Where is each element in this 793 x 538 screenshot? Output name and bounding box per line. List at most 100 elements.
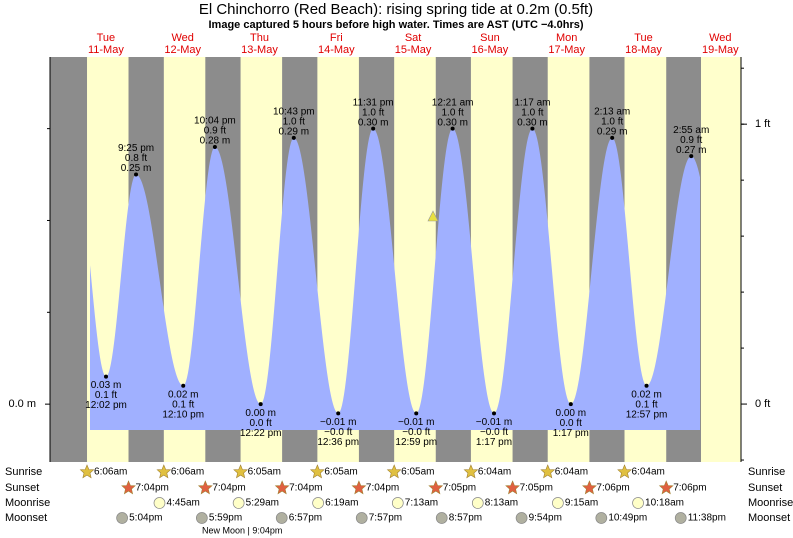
date-label: 11-May (88, 44, 124, 56)
row-time: 9:15am (565, 498, 598, 509)
moonrise-icon (312, 497, 324, 509)
row-time: 10:49pm (608, 513, 647, 524)
tide-point (450, 126, 455, 131)
chart-subtitle: Image captured 5 hours before high water… (208, 19, 583, 31)
tide-label: 0.00 m (556, 408, 587, 419)
row-time: 7:06pm (596, 483, 629, 494)
sunset-icon (428, 480, 444, 495)
tide-point (414, 411, 419, 416)
sunrise-icon (156, 464, 172, 479)
tide-label: 0.28 m (200, 136, 231, 147)
tide-label: 0.30 m (437, 117, 468, 128)
tide-label: 10:43 pm (273, 106, 315, 117)
row-label-left: Moonrise (5, 497, 50, 509)
row-time: 6:05am (401, 467, 434, 478)
weekday-label: Thu (250, 32, 269, 44)
moonrise-icon (391, 497, 404, 509)
moonrise-icon (153, 497, 166, 509)
tide-label: 2:13 am (594, 106, 630, 117)
moonrise-icon (632, 497, 644, 509)
row-label-right: Moonrise (748, 497, 793, 509)
tide-point (492, 411, 497, 416)
sunset-icon (197, 480, 213, 495)
row-time: 5:29am (246, 498, 279, 509)
row-time: 6:04am (632, 467, 665, 478)
moonset-icon (275, 512, 288, 524)
tide-label: 9:25 pm (118, 143, 154, 154)
chart-title: El Chinchorro (Red Beach): rising spring… (199, 1, 593, 18)
tide-point (689, 154, 694, 159)
tide-label: 1.0 ft (362, 107, 384, 118)
sunset-icon (658, 480, 674, 495)
tide-label: −0.01 m (398, 417, 434, 428)
row-time: 7:04pm (212, 483, 245, 494)
tide-point (134, 172, 139, 177)
row-time: 7:04pm (366, 483, 399, 494)
row-time: 8:13am (485, 498, 518, 509)
tide-point (212, 145, 217, 149)
row-time: 11:38pm (688, 513, 726, 524)
sunset-icon (121, 480, 136, 495)
sunset-icon (274, 480, 290, 495)
tide-point (530, 126, 535, 131)
row-label-left: Sunrise (5, 466, 42, 478)
tide-label: 0.30 m (358, 117, 389, 128)
weekday-label: Tue (634, 32, 653, 44)
tide-label: −0.0 ft (402, 427, 430, 438)
tide-label: 0.25 m (121, 163, 152, 174)
sunrise-icon (617, 464, 632, 479)
row-time: 5:59pm (209, 513, 242, 524)
tide-label: 12:59 pm (395, 437, 437, 448)
tide-label: 1:17 am (514, 97, 550, 108)
tide-label: 2:55 am (673, 125, 709, 136)
weekday-label: Sun (480, 32, 500, 44)
tide-label: 0.8 ft (125, 153, 147, 164)
row-time: 6:05am (324, 467, 357, 478)
row-time: 6:19am (325, 498, 358, 509)
row-time: 6:05am (248, 467, 281, 478)
date-label: 18-May (625, 44, 662, 56)
moonset-icon (355, 512, 368, 524)
row-time: 6:57pm (289, 513, 322, 524)
weekday-label: Sat (405, 32, 422, 44)
y2-tick-label: 0 ft (755, 398, 770, 410)
tide-label: −0.0 ft (324, 427, 352, 438)
row-time: 5:04pm (129, 513, 162, 524)
tide-label: 0.02 m (168, 389, 199, 400)
sunrise-icon (309, 464, 325, 479)
date-label: 14-May (318, 44, 355, 56)
row-label-left: Moonset (5, 512, 47, 524)
sunset-icon (351, 480, 367, 495)
tide-point (610, 135, 615, 140)
weekday-label: Wed (171, 32, 193, 44)
moonrise-icon (232, 497, 245, 509)
weekday-label: Mon (556, 32, 577, 44)
tide-label: 12:21 am (432, 97, 474, 108)
tide-point (291, 135, 296, 140)
tide-point (181, 383, 186, 388)
moonset-icon (595, 512, 608, 524)
tide-label: 1:17 pm (476, 437, 512, 448)
tide-point (336, 411, 341, 416)
row-time: 7:05pm (443, 483, 476, 494)
tide-label: 12:02 pm (85, 400, 127, 411)
tide-label: 1.0 ft (521, 107, 543, 118)
tide-label: 12:10 pm (162, 409, 204, 420)
tide-label: 0.1 ft (95, 390, 117, 401)
tide-label: −0.0 ft (480, 427, 508, 438)
tide-point (371, 126, 376, 131)
moonset-icon (674, 512, 687, 524)
sunrise-icon (463, 464, 479, 479)
row-time: 7:05pm (520, 483, 553, 494)
tide-label: 12:57 pm (626, 409, 668, 420)
tide-label: 11:31 pm (353, 97, 394, 108)
now-marker (427, 210, 439, 222)
row-label-right: Sunset (748, 482, 782, 494)
sunset-icon (582, 480, 597, 495)
row-time: 7:04pm (289, 483, 322, 494)
tide-label: 0.9 ft (204, 126, 226, 137)
sunset-icon (505, 480, 520, 495)
row-label-right: Sunrise (748, 466, 785, 478)
tide-label: 0.29 m (279, 126, 310, 137)
